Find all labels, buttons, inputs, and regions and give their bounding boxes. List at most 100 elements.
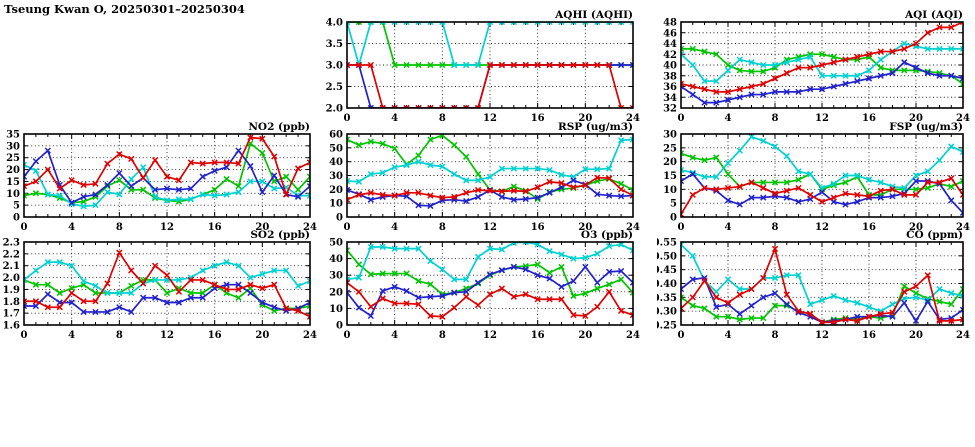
co-series-green	[681, 283, 963, 325]
svg-text:5: 5	[670, 199, 677, 210]
aqi-plot-border	[680, 21, 964, 109]
svg-text:10: 10	[663, 185, 677, 196]
so2-x-tick-labels: 0 4 8 12 16 20 24	[21, 330, 317, 341]
aqhi-chart: AQHI (AQHI) 2.0 2.5 3.0 3.5 4.0 0 4 8 12 16 20 24	[326, 9, 640, 124]
co-y-tick-labels: 0.25 0.30 0.35 0.40 0.45 0.50 0.55	[657, 238, 677, 332]
rsp-plot-border	[346, 133, 634, 218]
svg-text:16: 16	[862, 222, 876, 233]
svg-text:16: 16	[208, 222, 222, 233]
svg-text:4: 4	[391, 113, 398, 124]
aqhi-plot-border	[346, 21, 634, 109]
svg-text:24: 24	[303, 222, 317, 233]
svg-text:2.0: 2.0	[3, 273, 20, 284]
aqi-series-blue	[681, 59, 963, 106]
svg-text:20: 20	[578, 113, 592, 124]
so2-ticks	[23, 241, 311, 326]
so2-gridlines	[24, 242, 310, 325]
svg-text:60: 60	[329, 130, 343, 141]
svg-text:20: 20	[663, 157, 677, 168]
co-chart: CO (ppm) 0.25 0.30 0.35 0.40 0.45 0.50 0.55 0 4 8 1…	[657, 229, 970, 341]
svg-text:4: 4	[725, 330, 732, 341]
so2-title: SO2 (ppb)	[250, 229, 310, 241]
svg-text:1.9: 1.9	[3, 285, 20, 296]
svg-text:2.3: 2.3	[3, 238, 20, 249]
co-x-tick-labels: 0 4 8 12 16 20 24	[678, 330, 970, 341]
svg-text:30: 30	[6, 141, 20, 152]
svg-text:40: 40	[329, 254, 343, 265]
co-gridlines	[681, 242, 963, 325]
svg-text:1.6: 1.6	[3, 321, 20, 332]
svg-text:42: 42	[663, 50, 677, 61]
rsp-chart-slot: RSP (ug/m3) 0 10 20 30 40 50 60 0 4 8 12 16 20 24	[323, 120, 642, 234]
aqhi-y-tick-labels: 2.0 2.5 3.0 3.5 4.0	[326, 18, 343, 115]
svg-text:30: 30	[663, 130, 677, 141]
svg-text:36: 36	[663, 82, 677, 93]
svg-text:24: 24	[956, 222, 970, 233]
aqhi-series-cyan	[347, 22, 633, 69]
svg-text:20: 20	[329, 287, 343, 298]
svg-text:12: 12	[160, 330, 174, 341]
svg-text:35: 35	[6, 130, 20, 141]
svg-text:44: 44	[663, 39, 677, 50]
rsp-series-red	[347, 174, 633, 203]
svg-text:0: 0	[21, 330, 28, 341]
fsp-series-blue	[681, 170, 963, 216]
svg-text:20: 20	[6, 165, 20, 176]
so2-series-cyan	[24, 259, 310, 297]
svg-text:4: 4	[725, 222, 732, 233]
svg-text:12: 12	[815, 113, 829, 124]
svg-text:0.45: 0.45	[657, 265, 677, 276]
svg-text:8: 8	[772, 113, 779, 124]
svg-text:0: 0	[344, 113, 351, 124]
svg-text:8: 8	[439, 330, 446, 341]
svg-text:24: 24	[626, 330, 640, 341]
svg-text:5: 5	[13, 201, 20, 212]
aqhi-title: AQHI (AQHI)	[554, 9, 633, 21]
o3-series-blue	[347, 263, 633, 320]
svg-text:16: 16	[862, 330, 876, 341]
svg-text:0: 0	[21, 222, 28, 233]
co-title: CO (ppm)	[906, 229, 963, 241]
so2-series-green	[24, 276, 310, 314]
svg-text:24: 24	[626, 113, 640, 124]
svg-text:10: 10	[6, 189, 20, 200]
svg-text:0.25: 0.25	[657, 321, 677, 332]
svg-text:48: 48	[663, 18, 677, 29]
svg-text:20: 20	[578, 330, 592, 341]
co-plot-border	[680, 241, 964, 326]
so2-chart: SO2 (ppb) 1.61.71.81.92.02.12.22.30 4 8 12 16…	[3, 229, 317, 341]
svg-text:16: 16	[531, 222, 545, 233]
fsp-gridlines	[681, 134, 963, 217]
no2-series-red	[24, 134, 310, 198]
aqi-title: AQI (AQI)	[904, 9, 963, 21]
svg-text:50: 50	[329, 143, 343, 154]
svg-text:34: 34	[663, 93, 677, 104]
svg-text:46: 46	[663, 28, 677, 39]
svg-text:0: 0	[678, 113, 685, 124]
aqhi-chart-slot: AQHI (AQHI) 2.0 2.5 3.0 3.5 4.0 0 4 8 12 16 20 24	[323, 8, 642, 125]
no2-plot-border	[23, 133, 311, 218]
fsp-series-cyan	[681, 134, 963, 192]
svg-text:20: 20	[909, 222, 923, 233]
so2-y-tick-labels: 1.61.71.81.92.02.12.22.3	[3, 238, 20, 332]
so2-chart-slot: SO2 (ppb) 1.6 1.7 1.8 1.9 2.0 2.1 2.2 2.3 0 4 8 12 16…	[0, 228, 319, 342]
svg-text:2.0: 2.0	[326, 104, 343, 115]
so2-series-red	[24, 249, 310, 320]
svg-text:32: 32	[663, 104, 677, 115]
fsp-y-tick-labels: 0 5 10 15 20 25 30	[663, 130, 677, 224]
svg-text:15: 15	[663, 171, 677, 182]
svg-text:8: 8	[439, 222, 446, 233]
o3-series-cyan	[347, 242, 633, 283]
svg-text:24: 24	[956, 113, 970, 124]
svg-text:20: 20	[255, 222, 269, 233]
svg-text:8: 8	[772, 222, 779, 233]
rsp-chart: RSP (ug/m3) 0 10 20 30 40 50 60 0 4 8 12 16 20 24	[329, 121, 640, 233]
no2-x-tick-labels: 0 4 8 12 16 20 24	[21, 222, 317, 233]
svg-text:1.8: 1.8	[3, 297, 20, 308]
rsp-y-tick-labels: 0 10 20 30 40 50 60	[329, 130, 343, 224]
svg-text:12: 12	[483, 113, 497, 124]
aqi-x-tick-labels: 0 4 8 12 16 20 24	[678, 113, 970, 124]
svg-text:2.5: 2.5	[326, 82, 343, 93]
svg-text:20: 20	[578, 222, 592, 233]
